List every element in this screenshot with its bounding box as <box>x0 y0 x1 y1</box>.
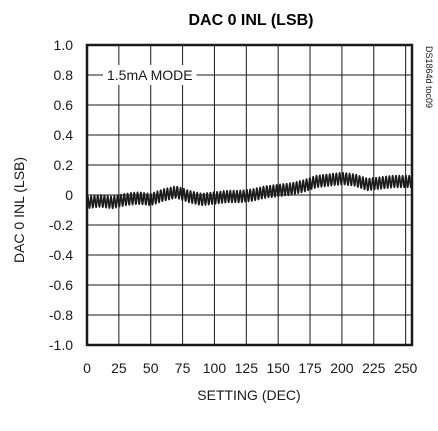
y-tick-label: -1.0 <box>49 337 73 353</box>
chart-title: DAC 0 INL (LSB) <box>188 12 313 29</box>
inl-series <box>86 171 413 210</box>
x-tick-label: 75 <box>175 360 191 376</box>
y-tick-label: 0.2 <box>54 157 74 173</box>
x-tick-label: 200 <box>330 360 354 376</box>
x-tick-label: 25 <box>111 360 127 376</box>
y-tick-labels: 1.0 0.8 0.6 0.4 0.2 0 -0.2 -0.4 -0.6 -0.8 -1.0 <box>49 37 73 353</box>
annotation-group: 1.5mA MODE <box>103 65 197 85</box>
y-tick-label: -0.2 <box>49 217 73 233</box>
x-tick-label: 175 <box>298 360 322 376</box>
x-tick-label: 250 <box>394 360 418 376</box>
x-tick-label: 100 <box>203 360 227 376</box>
x-tick-label: 0 <box>83 360 91 376</box>
plot-frame <box>85 43 414 347</box>
document-id: DS1864d toc09 <box>424 46 434 108</box>
y-axis-label: DAC 0 INL (LSB) <box>11 157 27 263</box>
x-tick-label: 50 <box>143 360 159 376</box>
x-axis-label: SETTING (DEC) <box>197 387 300 403</box>
y-tick-label: 0.8 <box>54 67 74 83</box>
y-tick-label: -0.6 <box>49 277 73 293</box>
mode-annotation: 1.5mA MODE <box>107 67 193 83</box>
inl-trace <box>86 171 413 210</box>
x-tick-label: 125 <box>235 360 259 376</box>
y-tick-label: 0.4 <box>54 127 74 143</box>
y-tick-label: -0.4 <box>49 247 73 263</box>
y-tick-label: 0 <box>65 187 73 203</box>
y-tick-label: 0.6 <box>54 97 74 113</box>
y-tick-label: 1.0 <box>54 37 74 53</box>
x-tick-label: 225 <box>362 360 386 376</box>
x-tick-labels: 0 25 50 75 100 125 150 175 200 225 250 <box>83 360 417 376</box>
y-tick-label: -0.8 <box>49 307 73 323</box>
x-tick-label: 150 <box>266 360 290 376</box>
